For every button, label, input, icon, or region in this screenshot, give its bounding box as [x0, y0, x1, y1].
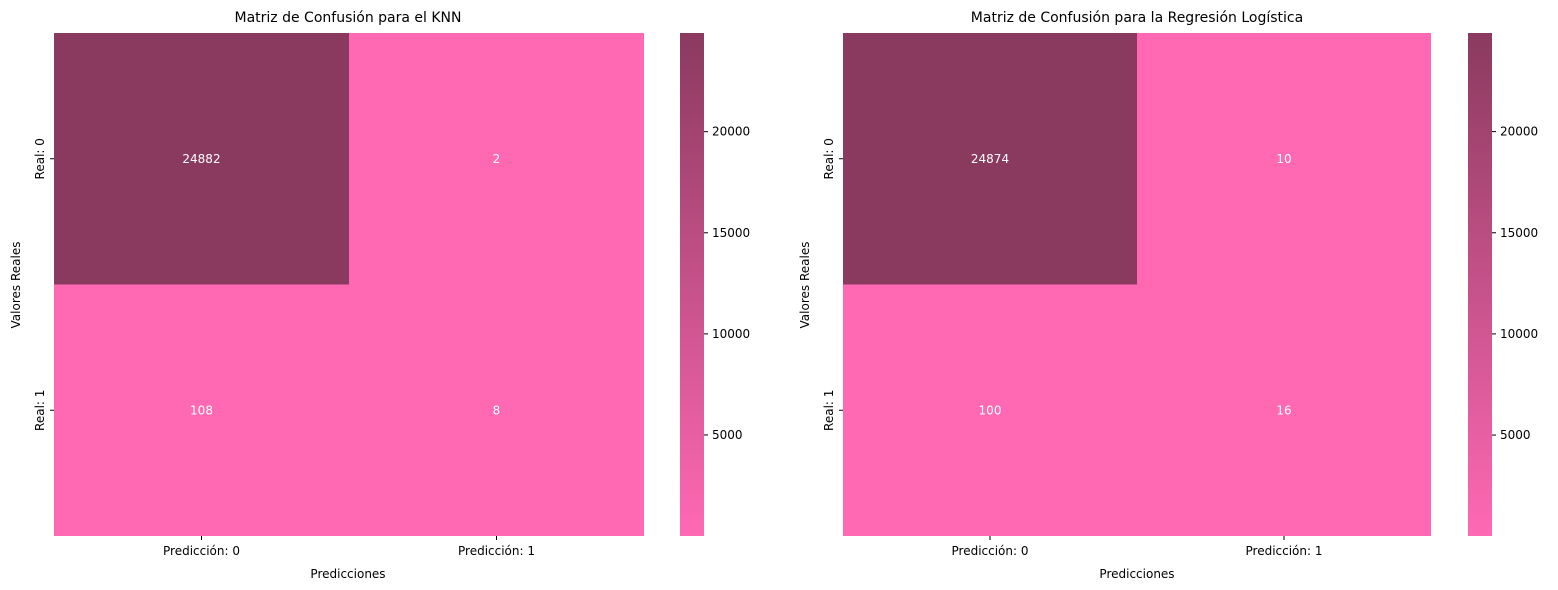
- heatmap-cell-r1-c1: [1137, 284, 1431, 536]
- panel-logistic-xticks: Predicción: 0 Predicción: 1: [952, 536, 1323, 558]
- panel-knn-yticks: Real: 0 Real: 1: [33, 138, 54, 431]
- x-tick-label-1: Predicción: 1: [458, 544, 535, 558]
- panel-logistic-xlabel: Predicciones: [1099, 567, 1174, 581]
- x-tick-label-1: Predicción: 1: [1246, 544, 1323, 558]
- cell-value-label-r0-c1: 2: [493, 152, 501, 166]
- y-tick-label-1: Real: 1: [33, 390, 47, 431]
- heatmap-cell-r1-c1: [349, 284, 644, 536]
- cell-value-label-r0-c0: 24874: [971, 152, 1009, 166]
- y-tick-label-0: Real: 0: [33, 138, 47, 179]
- cell-value-label-r1-c1: 16: [1276, 403, 1291, 417]
- colorbar-tick-label-3: 5000: [712, 428, 743, 442]
- panel-knn-cells: 24882 2 108 8: [54, 33, 644, 536]
- heatmap-cell-r0-c0: [54, 33, 349, 285]
- panel-knn-ylabel: Valores Reales: [9, 242, 23, 329]
- colorbar-tick-label-2: 10000: [1500, 327, 1538, 341]
- y-tick-label-0: Real: 0: [822, 138, 836, 179]
- heatmap-cell-r0-c1: [349, 33, 644, 285]
- panel-knn-colorbar: 20000 15000 10000 5000: [680, 33, 750, 536]
- panel-knn-title: Matriz de Confusión para el KNN: [235, 10, 462, 26]
- heatmap-cell-r1-c0: [54, 284, 349, 536]
- heatmap-cell-r0-c1: [1137, 33, 1431, 285]
- x-tick-label-0: Predicción: 0: [163, 544, 240, 558]
- panel-logistic-ylabel: Valores Reales: [798, 242, 812, 329]
- colorbar-tick-label-1: 15000: [1500, 226, 1538, 240]
- y-tick-label-1: Real: 1: [822, 390, 836, 431]
- cell-value-label-r0-c0: 24882: [182, 152, 220, 166]
- colorbar-tick-label-3: 5000: [1500, 428, 1531, 442]
- colorbar-tick-label-1: 15000: [712, 226, 750, 240]
- colorbar-tick-label-0: 20000: [712, 125, 750, 139]
- heatmap-cell-r1-c0: [843, 284, 1137, 536]
- heatmap-cell-r0-c0: [843, 33, 1137, 285]
- x-tick-label-0: Predicción: 0: [952, 544, 1029, 558]
- cell-value-label-r1-c1: 8: [493, 403, 501, 417]
- panel-logistic-title: Matriz de Confusión para la Regresión Lo…: [971, 10, 1303, 26]
- cell-value-label-r1-c0: 100: [979, 403, 1002, 417]
- colorbar-tick-label-2: 10000: [712, 327, 750, 341]
- colorbar-tick-label-0: 20000: [1500, 125, 1538, 139]
- panel-knn-xlabel: Predicciones: [310, 567, 385, 581]
- panel-knn-xticks: Predicción: 0 Predicción: 1: [163, 536, 535, 558]
- panel-logistic-yticks: Real: 0 Real: 1: [822, 138, 843, 431]
- panel-knn: Matriz de Confusión para el KNN Predicci…: [9, 10, 750, 581]
- cell-value-label-r1-c0: 108: [190, 403, 213, 417]
- panel-logistic-colorbar: 20000 15000 10000 5000: [1468, 33, 1538, 536]
- panel-logistic-cells: 24874 10 100 16: [843, 33, 1431, 536]
- colorbar-gradient: [1468, 33, 1492, 536]
- cell-value-label-r0-c1: 10: [1276, 152, 1291, 166]
- panel-logistic: Matriz de Confusión para la Regresión Lo…: [798, 10, 1538, 581]
- colorbar-gradient: [680, 33, 704, 536]
